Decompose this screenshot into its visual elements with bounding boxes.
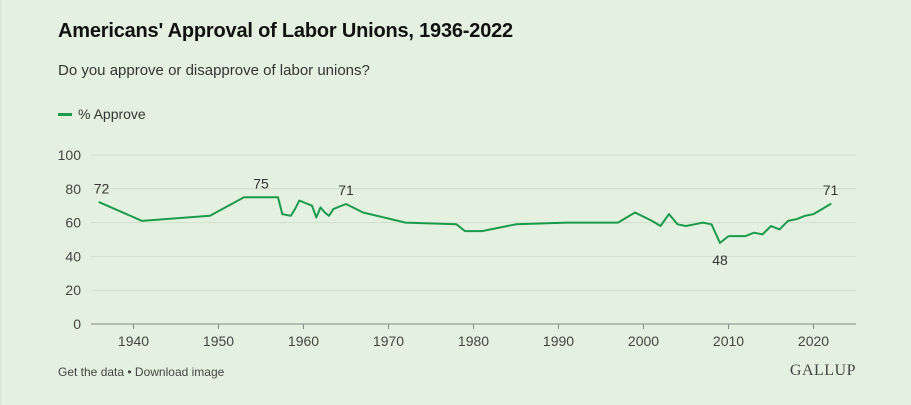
y-tick-label: 20 xyxy=(65,282,81,298)
data-label: 71 xyxy=(338,182,354,198)
annotations: 72 75 71 48 71 xyxy=(94,175,839,268)
grid-lines xyxy=(91,154,856,325)
y-tick-label: 80 xyxy=(65,181,81,197)
x-tick-label: 1970 xyxy=(373,333,404,349)
chart-subtitle: Do you approve or disapprove of labor un… xyxy=(58,62,370,79)
x-tick-label: 1990 xyxy=(543,333,574,349)
y-tick-label: 40 xyxy=(65,248,81,264)
x-tick-label: 1980 xyxy=(458,333,489,349)
x-tick-label: 1950 xyxy=(203,333,234,349)
footer-separator: • xyxy=(124,365,135,379)
gallup-logo: GALLUP xyxy=(789,362,856,379)
series-line-approve xyxy=(98,196,832,244)
series-layer xyxy=(98,196,832,244)
data-label: 72 xyxy=(94,180,110,196)
footer-links: Get the data • Download image xyxy=(58,365,224,379)
y-tick-label: 0 xyxy=(73,316,81,332)
y-tick-label: 100 xyxy=(58,147,82,163)
data-label: 48 xyxy=(712,252,728,268)
download-image-link[interactable]: Download image xyxy=(134,365,225,379)
y-axis-ticks: 0 20 40 60 80 100 xyxy=(58,147,82,332)
x-tick-label: 2020 xyxy=(798,333,829,349)
legend-label: % Approve xyxy=(78,106,146,122)
legend-swatch xyxy=(58,112,72,116)
x-tick-label: 1940 xyxy=(118,333,149,349)
chart-title: Americans' Approval of Labor Unions, 193… xyxy=(58,20,513,42)
x-axis-ticks: 1940 1950 1960 1970 1980 1990 2000 2010 2020 xyxy=(118,324,829,349)
data-label: 75 xyxy=(253,175,269,191)
legend: % Approve xyxy=(58,106,146,122)
x-tick-label: 2010 xyxy=(713,333,744,349)
y-tick-label: 60 xyxy=(65,215,81,231)
get-data-link[interactable]: Get the data xyxy=(58,365,125,379)
data-label: 71 xyxy=(823,182,839,198)
x-tick-label: 2000 xyxy=(628,333,659,349)
x-tick-label: 1960 xyxy=(288,333,319,349)
